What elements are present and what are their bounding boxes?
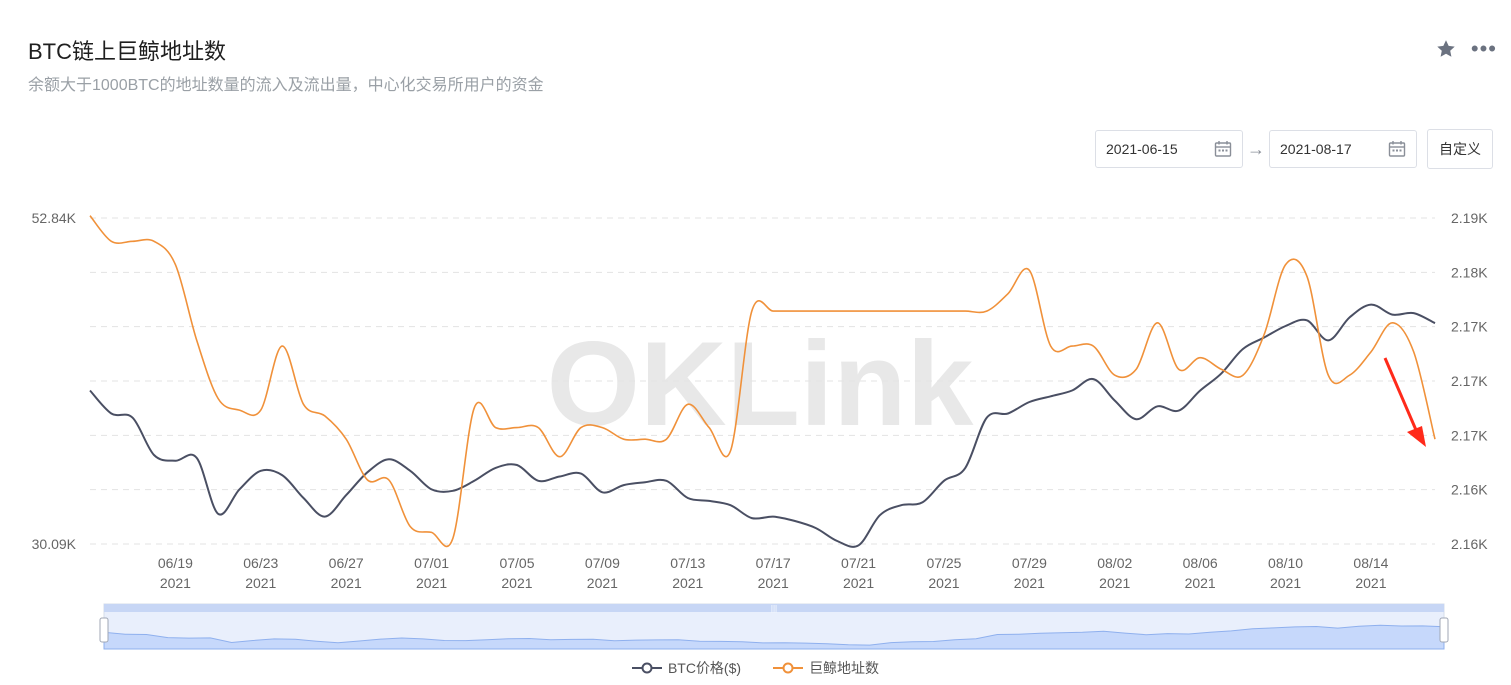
legend-item-btc-price[interactable]: BTC价格($) xyxy=(631,658,742,678)
series-lines xyxy=(89,215,1436,548)
y-right-tick-label: 2.17K xyxy=(1451,427,1488,443)
btc-price-line xyxy=(89,303,1436,548)
x-axis: 06/19202106/23202106/27202107/01202107/0… xyxy=(158,555,1389,591)
watermark: OKLink xyxy=(547,317,974,451)
svg-text:2021: 2021 xyxy=(1099,575,1130,591)
svg-text:06/19: 06/19 xyxy=(158,555,193,571)
y-right-tick-label: 2.18K xyxy=(1451,264,1488,280)
page-title: BTC链上巨鲸地址数 xyxy=(28,39,227,64)
svg-text:2021: 2021 xyxy=(1185,575,1216,591)
more-dots-icon[interactable]: ••• xyxy=(1470,36,1497,61)
y-left-tick-label: 30.09K xyxy=(32,536,77,552)
grid-lines xyxy=(90,217,1435,545)
svg-text:2021: 2021 xyxy=(843,575,874,591)
svg-text:2021: 2021 xyxy=(501,575,532,591)
custom-range-button[interactable]: 自定义 xyxy=(1427,129,1493,169)
svg-text:07/29: 07/29 xyxy=(1012,555,1047,571)
svg-text:08/06: 08/06 xyxy=(1183,555,1218,571)
x-tick-label: 07/09 2021 xyxy=(585,555,620,591)
svg-text:07/21: 07/21 xyxy=(841,555,876,571)
legend-label: BTC价格($) xyxy=(667,660,742,676)
y-left-tick-label: 52.84K xyxy=(32,210,77,226)
svg-text:08/10: 08/10 xyxy=(1268,555,1303,571)
svg-text:07/01: 07/01 xyxy=(414,555,449,571)
x-tick-label: 06/23 2021 xyxy=(243,555,278,591)
legend-line-circle-icon xyxy=(773,662,804,674)
legend-label: 巨鲸地址数 xyxy=(809,660,880,676)
svg-text:08/02: 08/02 xyxy=(1097,555,1132,571)
y-right-tick-label: 2.16K xyxy=(1451,482,1488,498)
y-right-tick-label: 2.17K xyxy=(1451,373,1488,389)
start-date-value: 2021-06-15 xyxy=(1106,141,1178,157)
y-right-tick-label: 2.16K xyxy=(1451,536,1488,552)
legend-item-whale-count[interactable]: 巨鲸地址数 xyxy=(773,658,879,678)
svg-text:2021: 2021 xyxy=(928,575,959,591)
svg-text:2021: 2021 xyxy=(672,575,703,591)
zoom-top-bar[interactable] xyxy=(104,604,1444,612)
left-axis: 52.84K 30.09K xyxy=(32,210,77,552)
svg-text:2021: 2021 xyxy=(587,575,618,591)
x-tick-label: 06/27 2021 xyxy=(329,555,364,591)
arrow-right-icon: → xyxy=(1247,138,1265,159)
end-date-input[interactable]: 2021-08-17 xyxy=(1269,130,1417,168)
red-arrow-annotation xyxy=(1383,357,1426,447)
data-zoom-slider[interactable]: ||| xyxy=(99,603,1449,650)
top-actions: ••• xyxy=(1435,38,1497,60)
x-tick-label: 08/06 2021 xyxy=(1183,555,1218,591)
star-icon[interactable] xyxy=(1435,38,1457,60)
svg-text:2021: 2021 xyxy=(160,575,191,591)
right-axis: 2.19K 2.18K 2.17K 2.17K 2.17K 2.16K 2.16K xyxy=(1451,210,1488,552)
zoom-grip-icon: ||| xyxy=(771,604,777,613)
start-date-input[interactable]: 2021-06-15 xyxy=(1095,130,1243,168)
x-tick-label: 07/05 2021 xyxy=(499,555,534,591)
x-tick-label: 07/13 2021 xyxy=(670,555,705,591)
svg-text:07/05: 07/05 xyxy=(499,555,534,571)
page-subtitle: 余额大于1000BTC的地址数量的流入及流出量，中心化交易所用户的资金 xyxy=(28,77,544,94)
x-tick-label: 06/19 2021 xyxy=(158,555,193,591)
svg-text:07/25: 07/25 xyxy=(926,555,961,571)
calendar-icon xyxy=(1388,141,1406,157)
x-tick-label: 08/02 2021 xyxy=(1097,555,1132,591)
svg-text:2021: 2021 xyxy=(1355,575,1386,591)
svg-text:07/17: 07/17 xyxy=(756,555,791,571)
svg-text:2021: 2021 xyxy=(245,575,276,591)
x-tick-label: 07/29 2021 xyxy=(1012,555,1047,591)
date-range-picker: 2021-06-15 → 2021-08-17 自定义 xyxy=(1095,129,1493,169)
svg-text:2021: 2021 xyxy=(1270,575,1301,591)
svg-text:06/23: 06/23 xyxy=(243,555,278,571)
svg-text:06/27: 06/27 xyxy=(329,555,364,571)
y-right-tick-label: 2.17K xyxy=(1451,319,1488,335)
x-tick-label: 07/25 2021 xyxy=(926,555,961,591)
x-tick-label: 07/17 2021 xyxy=(756,555,791,591)
x-tick-label: 07/21 2021 xyxy=(841,555,876,591)
y-right-tick-label: 2.19K xyxy=(1451,210,1488,226)
zoom-handle-right[interactable] xyxy=(1439,617,1449,643)
svg-text:2021: 2021 xyxy=(416,575,447,591)
zoom-preview-area xyxy=(103,624,1445,650)
zoom-handle-left[interactable] xyxy=(99,617,109,643)
svg-text:2021: 2021 xyxy=(331,575,362,591)
calendar-icon xyxy=(1214,141,1232,157)
whale-address-line xyxy=(89,215,1436,548)
legend: BTC价格($) 巨鲸地址数 xyxy=(0,658,1511,678)
svg-text:07/13: 07/13 xyxy=(670,555,705,571)
legend-line-circle-icon xyxy=(631,662,662,674)
x-tick-label: 07/01 2021 xyxy=(414,555,449,591)
svg-text:07/09: 07/09 xyxy=(585,555,620,571)
svg-text:08/14: 08/14 xyxy=(1353,555,1388,571)
x-tick-label: 08/14 2021 xyxy=(1353,555,1388,591)
end-date-value: 2021-08-17 xyxy=(1280,141,1352,157)
svg-text:2021: 2021 xyxy=(1014,575,1045,591)
x-tick-label: 08/10 2021 xyxy=(1268,555,1303,591)
svg-text:2021: 2021 xyxy=(758,575,789,591)
